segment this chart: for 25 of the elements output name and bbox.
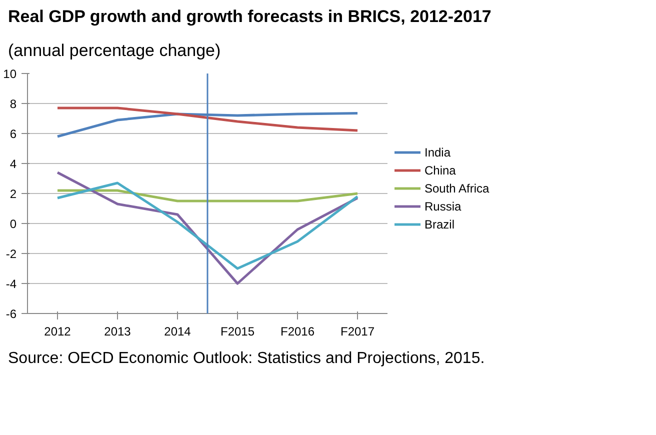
x-tick-label: 2012 xyxy=(44,324,72,338)
y-tick-label: 2 xyxy=(10,187,17,201)
legend-label: India xyxy=(424,146,451,160)
chart-title: Real GDP growth and growth forecasts in BRICS, 2012-2017 xyxy=(8,6,492,28)
y-tick-label: -4 xyxy=(6,277,17,291)
y-tick-label: 0 xyxy=(10,217,17,231)
y-tick-label: 6 xyxy=(10,127,17,141)
y-tick-label: 4 xyxy=(10,157,17,171)
y-tick-label: -6 xyxy=(6,307,17,321)
line-series xyxy=(56,106,359,132)
x-tick-label: F2015 xyxy=(220,324,255,338)
y-tick-label: 8 xyxy=(10,97,17,111)
legend-label: Russia xyxy=(424,200,462,214)
chart-subtitle: (annual percentage change) xyxy=(8,40,221,62)
source-note: Source: OECD Economic Outlook: Statistics and Projections, 2015. xyxy=(8,349,485,369)
line-series xyxy=(56,182,359,270)
x-tick-label: 2013 xyxy=(104,324,132,338)
legend-label: Brazil xyxy=(424,218,455,232)
legend-label: South Africa xyxy=(424,182,490,196)
y-tick-label: 10 xyxy=(3,67,17,81)
y-tick-label: -2 xyxy=(6,247,17,261)
x-tick-label: F2017 xyxy=(340,324,375,338)
x-tick-label: 2014 xyxy=(164,324,192,338)
legend-label: China xyxy=(424,164,456,178)
x-tick-label: F2016 xyxy=(280,324,315,338)
